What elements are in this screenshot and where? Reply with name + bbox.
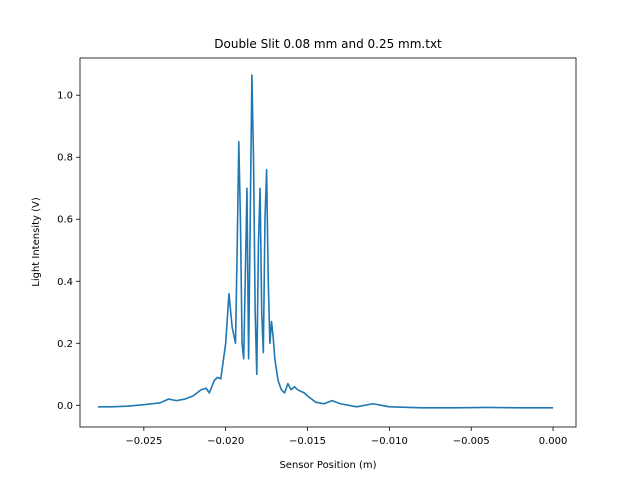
x-tick-label: −0.010 (371, 436, 408, 447)
y-tick-label: 0.8 (57, 153, 73, 164)
x-tick-label: −0.020 (207, 436, 244, 447)
y-tick-label: 0.0 (57, 401, 73, 412)
plot-area (98, 74, 554, 409)
x-tick-label: −0.005 (453, 436, 490, 447)
y-tick-label: 0.4 (57, 277, 73, 288)
axes-frame (79, 57, 577, 428)
y-tick-label: 0.6 (57, 215, 73, 226)
y-axis: 0.0 0.2 0.4 0.6 0.8 1.0 (57, 91, 80, 412)
x-tick-label: −0.025 (125, 436, 162, 447)
x-axis: −0.025 −0.020 −0.015 −0.010 −0.005 0.000 (125, 427, 567, 447)
y-tick-label: 1.0 (57, 91, 73, 102)
y-tick-label: 0.2 (57, 339, 73, 350)
series-line (98, 74, 554, 409)
x-tick-label: −0.015 (289, 436, 326, 447)
x-axis-label: Sensor Position (m) (279, 460, 376, 471)
y-axis-label: Light Intensity (V) (31, 197, 42, 287)
x-tick-label: 0.000 (539, 436, 568, 447)
chart-title: Double Slit 0.08 mm and 0.25 mm.txt (214, 37, 442, 51)
